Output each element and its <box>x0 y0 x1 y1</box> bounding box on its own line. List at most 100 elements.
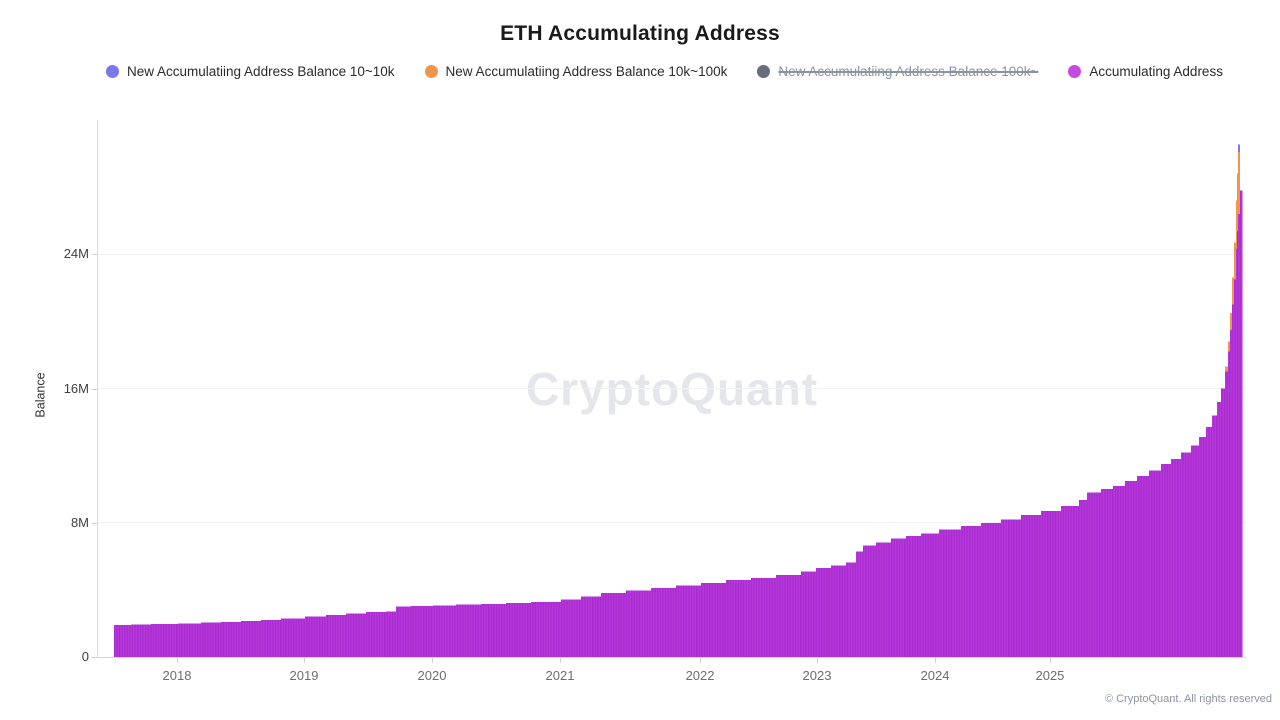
bar-accumulating-address <box>863 545 877 657</box>
bar-accumulating-address <box>1231 304 1235 657</box>
bar-accumulating-address <box>505 602 532 657</box>
bar-new-10k-100k <box>1228 341 1231 352</box>
bar-accumulating-address <box>1101 489 1114 657</box>
bar-accumulating-address <box>801 571 817 657</box>
plot-area[interactable]: CryptoQuant <box>97 120 1246 658</box>
legend-label: New Accumulatiing Address Balance 100k~ <box>778 63 1039 79</box>
bar-accumulating-address <box>938 529 962 657</box>
bar-accumulating-address <box>1234 279 1237 657</box>
bar-accumulating-address <box>305 616 327 657</box>
x-tick-mark <box>177 658 178 663</box>
bar-accumulating-address <box>600 593 627 657</box>
bar-accumulating-address <box>1112 485 1126 657</box>
bar-accumulating-address <box>1021 515 1042 657</box>
bar-accumulating-address <box>981 522 1002 657</box>
bar-accumulating-address <box>651 588 677 657</box>
x-tick-mark <box>700 658 702 663</box>
x-tick-label-2022: 2022 <box>685 668 715 683</box>
gridline-16M <box>98 388 1246 389</box>
bar-accumulating-address <box>241 620 262 657</box>
bar-accumulating-address <box>1040 511 1062 657</box>
bar-accumulating-address <box>1228 351 1231 657</box>
bar-accumulating-address <box>580 596 602 657</box>
chart-legend: New Accumulatiing Address Balance 10~10k… <box>106 60 1226 82</box>
bar-accumulating-address <box>114 624 132 657</box>
bar-accumulating-address <box>131 624 152 657</box>
bar-accumulating-address <box>1078 500 1088 657</box>
legend-item-1[interactable]: New Accumulatiing Address Balance 10k~10… <box>424 60 727 82</box>
bar-accumulating-address <box>325 615 347 657</box>
y-tick-mark <box>92 254 97 256</box>
y-tick-label-16M: 16M <box>63 380 89 396</box>
bar-new-10k-100k <box>1236 200 1238 250</box>
bar-accumulating-address <box>845 562 857 657</box>
x-tick-mark <box>431 658 433 663</box>
bar-accumulating-address <box>1190 445 1200 657</box>
bar-accumulating-address <box>1160 464 1172 657</box>
bar-accumulating-address <box>960 526 982 657</box>
bar-new-10k-100k <box>1225 366 1229 372</box>
bar-accumulating-address <box>750 577 777 657</box>
bar-accumulating-address <box>700 582 727 657</box>
legend-label: New Accumulatiing Address Balance 10~10k <box>127 63 395 79</box>
bar-accumulating-address <box>921 533 940 657</box>
bar-accumulating-address <box>433 605 457 657</box>
bar-accumulating-address <box>855 551 864 657</box>
bar-accumulating-address <box>281 618 306 657</box>
x-tick-mark <box>817 658 819 663</box>
bar-accumulating-address <box>1125 480 1138 657</box>
legend-dot-icon <box>424 64 438 78</box>
y-tick-label-8M: 8M <box>70 514 89 530</box>
bar-accumulating-address <box>1198 437 1207 657</box>
bar-accumulating-address <box>725 580 752 657</box>
bar-accumulating-address <box>456 604 482 657</box>
bar-accumulating-address <box>530 601 562 657</box>
bar-accumulating-address <box>410 606 434 657</box>
y-tick-mark <box>92 657 97 658</box>
x-tick-label-2024: 2024 <box>920 668 950 683</box>
bar-accumulating-address <box>1000 519 1022 657</box>
bar-accumulating-address <box>1236 230 1239 657</box>
legend-item-0[interactable]: New Accumulatiing Address Balance 10~10k <box>106 60 395 82</box>
bar-accumulating-address <box>1149 470 1162 657</box>
bar-new-10k-100k <box>1234 242 1237 280</box>
bars-svg[interactable] <box>98 120 1246 657</box>
x-tick-label-2025: 2025 <box>1035 668 1065 683</box>
bar-accumulating-address <box>201 622 222 657</box>
bar-accumulating-address <box>816 568 832 657</box>
bar-accumulating-address <box>366 612 387 657</box>
legend-dot-icon <box>106 64 119 78</box>
bar-accumulating-address <box>1237 213 1241 657</box>
bar-accumulating-address <box>1205 427 1213 657</box>
x-tick-label-2018: 2018 <box>162 668 192 683</box>
gridline-8M <box>98 522 1246 524</box>
y-tick-mark <box>92 522 97 524</box>
copyright-text: © CryptoQuant. All rights reserved <box>1104 693 1272 705</box>
bar-new-10k-100k <box>1229 312 1233 330</box>
bar-accumulating-address <box>480 603 507 657</box>
bar-accumulating-address <box>178 623 202 657</box>
bar-accumulating-address <box>260 619 282 657</box>
bar-accumulating-address <box>1229 329 1233 657</box>
bar-accumulating-address <box>395 606 412 657</box>
bar-new-10k-100k <box>1231 277 1235 305</box>
bar-accumulating-address <box>1181 452 1192 657</box>
bar-accumulating-address <box>1061 505 1080 657</box>
bar-accumulating-address <box>1216 401 1222 657</box>
gridline-24M <box>98 253 1246 255</box>
bar-accumulating-address <box>676 585 702 657</box>
x-tick-mark <box>1049 658 1051 663</box>
y-tick-mark <box>92 388 97 390</box>
bar-accumulating-address <box>1086 492 1102 657</box>
bar-accumulating-address <box>1220 388 1226 657</box>
bar-accumulating-address <box>1236 249 1238 657</box>
legend-label: Accumulating Address <box>1089 63 1223 79</box>
legend-item-3[interactable]: Accumulating Address <box>1068 60 1223 82</box>
bar-accumulating-address <box>626 590 652 657</box>
legend-item-2[interactable]: New Accumulatiing Address Balance 100k~ <box>757 60 1038 82</box>
bar-accumulating-address <box>220 621 242 657</box>
x-tick-label-2019: 2019 <box>289 668 319 683</box>
bar-accumulating-address <box>1171 458 1182 657</box>
legend-dot-icon <box>1068 64 1082 78</box>
x-tick-label-2023: 2023 <box>802 668 832 683</box>
